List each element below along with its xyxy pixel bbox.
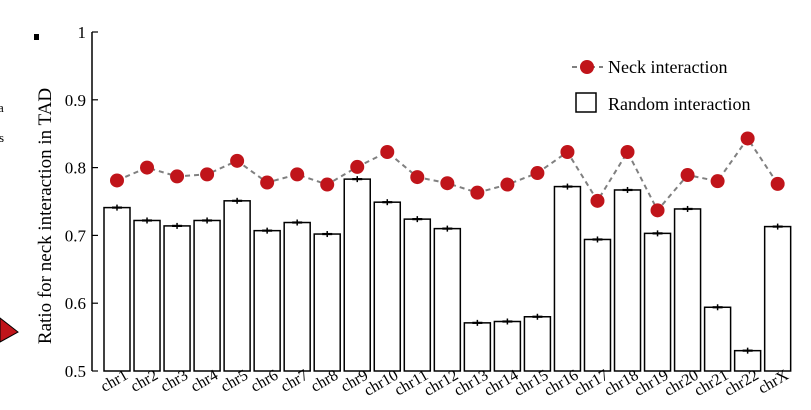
neck-interaction-point [530,166,545,181]
neck-interaction-point [230,153,245,168]
neck-interaction-point [650,203,665,218]
y-axis-label: Ratio for neck interaction in TAD [35,88,56,344]
random-interaction-bar [283,221,311,372]
random-interaction-bar [703,306,732,372]
neck-interaction-point [200,167,215,182]
bars-group [103,176,792,372]
random-interaction-bar [643,232,672,372]
neck-interaction-point [710,174,725,189]
random-interaction-bar [163,225,191,372]
neck-line-group [110,131,785,218]
random-interaction-bar [253,229,281,372]
random-interaction-bar [613,189,642,372]
neck-interaction-point [260,175,275,190]
neck-interaction-point [110,173,124,188]
neck-interaction-point [740,131,755,146]
neck-interaction-point [410,170,425,185]
neck-interaction-point [140,160,155,175]
random-interaction-bar [373,201,402,372]
fragment-text-upper: a [0,100,4,115]
neck-interaction-point [290,167,305,182]
neck-interaction-point [170,169,185,184]
neck-interaction-point [500,177,515,192]
random-interaction-bar [733,349,762,372]
y-tick-label: 0.5 [65,362,86,381]
neck-interaction-point [680,168,695,183]
random-interaction-bar [343,178,371,372]
legend-random-swatch [575,92,597,113]
legend-neck-label: Neck interaction [608,57,727,77]
neck-interaction-point [560,145,575,160]
random-interaction-bar [493,320,522,372]
neck-interaction-point [320,177,335,192]
legend-random-label: Random interaction [608,94,750,114]
random-interaction-bar [673,208,702,372]
random-interaction-bar [763,225,792,372]
random-interaction-bar [133,219,161,372]
random-interaction-bar [433,227,462,372]
neck-interaction-line [116,136,779,213]
neck-interaction-point [350,159,365,174]
neck-interaction-point [440,176,455,191]
random-interaction-bar [583,238,612,372]
neck-interaction-point [380,145,395,160]
random-interaction-bar [103,206,131,372]
y-tick-label: 0.9 [65,91,86,110]
random-interaction-bar [403,218,432,372]
random-interaction-bar [193,219,221,372]
axes-group: 0.5 0.6 0.7 0.8 0.9 1 [65,23,98,381]
y-tick-label: 0.6 [65,294,86,313]
random-interaction-bar [313,233,341,372]
fragment-text-lower: s [0,130,4,145]
neck-interaction-point [620,145,635,160]
y-tick-label: 1 [78,23,87,42]
neck-interaction-point [470,185,485,200]
neck-interaction-point [590,193,605,208]
panel-marker-fragment [34,34,39,40]
random-interaction-bar [463,322,492,372]
random-interaction-bar [223,200,251,372]
legend: Neck interaction Random interaction [572,57,750,114]
legend-neck-marker [580,60,594,74]
y-tick-label: 0.8 [65,159,86,178]
fragment-triangle-shape [0,317,19,343]
y-tick-label: 0.7 [65,226,87,245]
random-interaction-bar [553,185,582,372]
neck-interaction-point [770,176,785,191]
random-interaction-bar [523,316,552,372]
